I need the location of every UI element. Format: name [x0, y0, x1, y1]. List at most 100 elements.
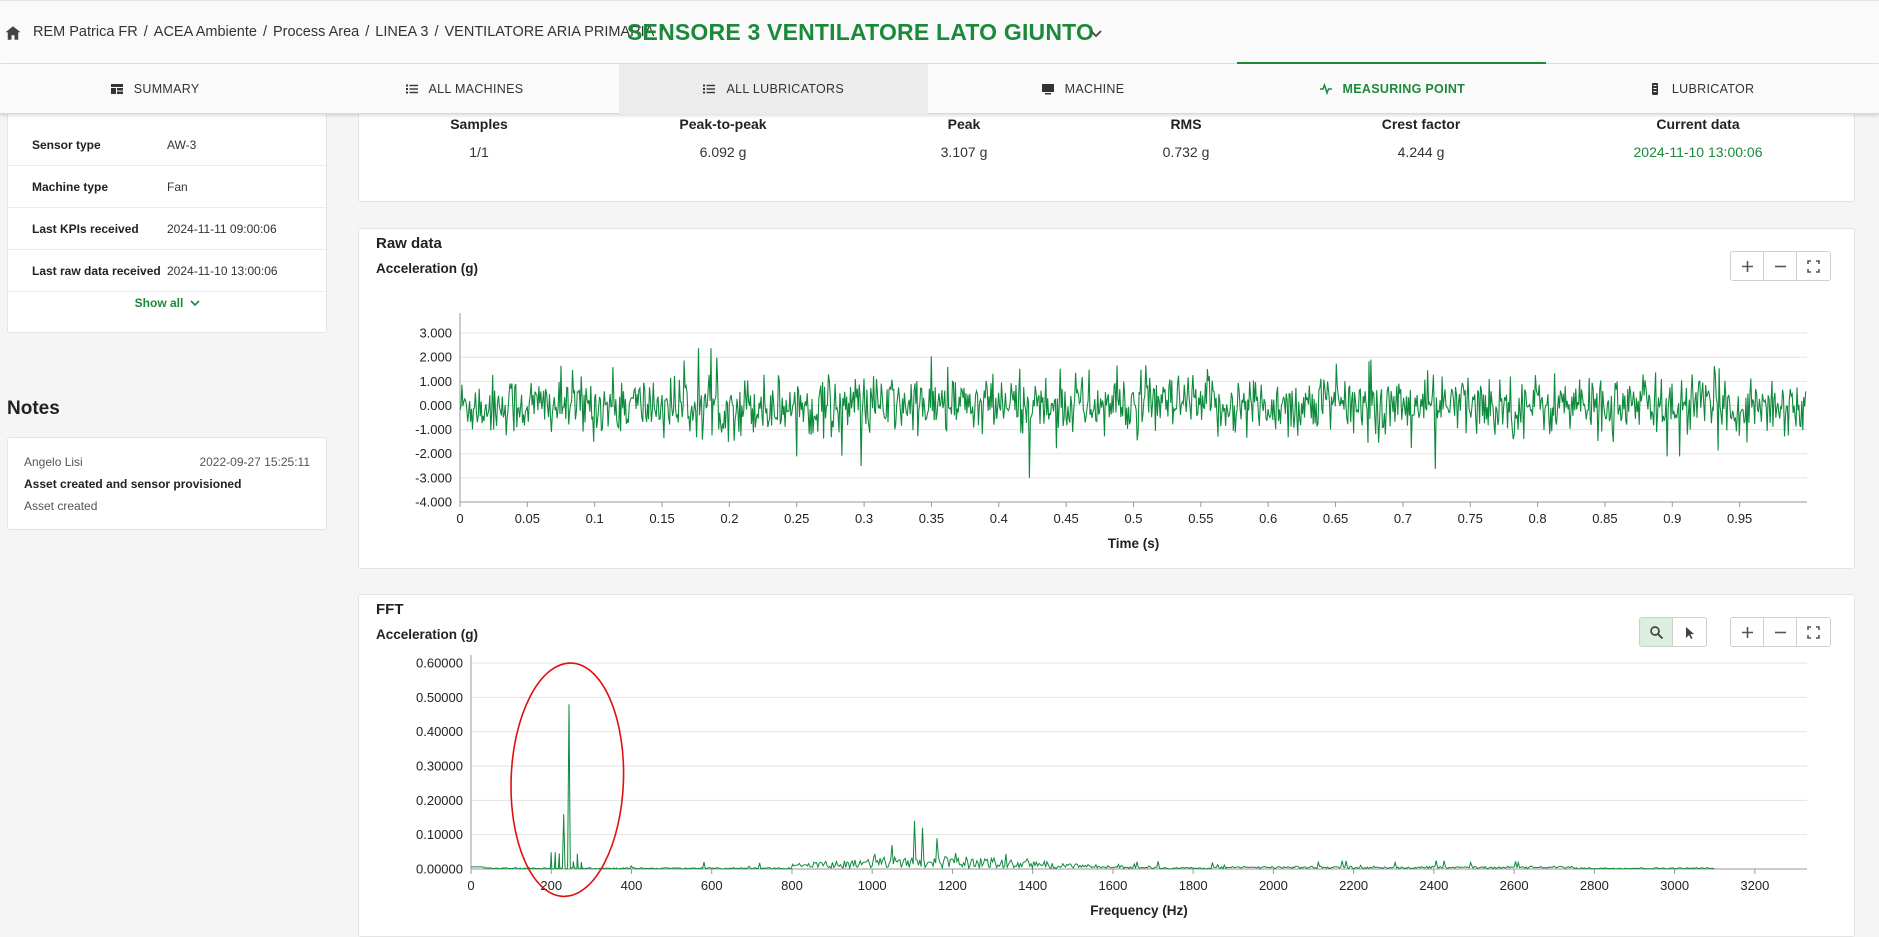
breadcrumb-item[interactable]: LINEA 3 [375, 24, 429, 40]
x-tick-label: 0.55 [1188, 511, 1213, 526]
x-tick-label: 600 [701, 878, 723, 893]
info-value: Fan [167, 179, 188, 194]
sensor-info-card: Sensor type AW-3 Machine type Fan Last K… [7, 100, 328, 333]
info-row: Last KPIs received 2024-11-11 09:00:06 [8, 208, 328, 250]
x-tick-label: 0.4 [990, 511, 1008, 526]
tab-all-machines[interactable]: ALL MACHINES [309, 64, 618, 114]
pointer-button[interactable] [1673, 618, 1706, 646]
x-tick-label: 0 [467, 878, 474, 893]
fullscreen-icon [1807, 259, 1820, 273]
header-bar: REM Patrica FR / ACEA Ambiente / Process… [0, 0, 1879, 64]
breadcrumb: REM Patrica FR / ACEA Ambiente / Process… [33, 24, 664, 40]
breadcrumb-item[interactable]: ACEA Ambiente [153, 24, 257, 40]
x-tick-label: 3200 [1740, 878, 1769, 893]
minus-icon [1774, 631, 1786, 633]
x-tick-label: 2600 [1500, 878, 1529, 893]
note-author: Angelo Lisi [24, 455, 83, 469]
zoom-in-button[interactable] [1731, 618, 1764, 646]
y-axis-title: Acceleration (g) [376, 627, 479, 642]
zoom-toolbar [1730, 251, 1831, 281]
x-tick-label: 0.1 [586, 511, 604, 526]
chart-title: FFT [376, 601, 404, 618]
note-date: 2022-09-27 15:25:11 [199, 455, 310, 469]
current-data-link[interactable]: 2024-11-10 13:00:06 [1633, 144, 1763, 160]
home-icon[interactable] [4, 24, 22, 42]
x-tick-label: 0.75 [1458, 511, 1483, 526]
y-tick-label: -1.000 [415, 422, 452, 437]
tab-label: MEASURING POINT [1342, 82, 1466, 96]
zoom-in-button[interactable] [1731, 252, 1764, 280]
x-tick-label: 0.65 [1323, 511, 1348, 526]
zoom-toolbar [1730, 617, 1831, 647]
x-tick-label: 1200 [938, 878, 967, 893]
chart-title: Raw data [376, 235, 442, 252]
x-axis-title: Frequency (Hz) [1090, 903, 1188, 918]
tab-label: SUMMARY [133, 82, 200, 96]
tab-lubricator[interactable]: LUBRICATOR [1546, 64, 1855, 114]
x-axis-title: Time (s) [1108, 536, 1160, 551]
breadcrumb-separator: / [660, 24, 665, 40]
breadcrumb-item[interactable]: VENTILATORE ARIA PRIMARIA [444, 24, 655, 40]
tab-label: ALL LUBRICATORS [726, 82, 844, 96]
show-all-label: Show all [134, 296, 184, 310]
y-tick-label: -4.000 [415, 495, 452, 510]
y-tick-label: 0.000 [419, 398, 452, 413]
zoom-out-button[interactable] [1764, 252, 1797, 280]
x-tick-label: 0.05 [515, 511, 540, 526]
tab-measuring-point[interactable]: MEASURING POINT [1237, 62, 1547, 114]
x-tick-label: 1600 [1098, 878, 1127, 893]
fft-chart[interactable]: 0.60000 0.50000 0.40000 0.30000 0.20000 0.100… [359, 595, 1856, 937]
x-tick-label: 200 [540, 878, 562, 893]
plus-icon [1741, 626, 1753, 638]
y-axis-title: Acceleration (g) [376, 261, 479, 276]
breadcrumb-item[interactable]: REM Patrica FR [33, 24, 138, 40]
x-tick-label: 0.7 [1394, 511, 1412, 526]
info-row: Last raw data received 2024-11-10 13:00:… [8, 250, 328, 292]
zoom-out-button[interactable] [1764, 618, 1797, 646]
kpi-header: Crest factor [1381, 116, 1461, 132]
pulse-icon [1319, 82, 1332, 96]
raw-data-chart[interactable]: 3.000 2.000 1.000 0.000 -1.000 -2.000 -3.000 -4… [359, 229, 1856, 570]
kpi-header: RMS [1170, 116, 1202, 132]
y-tick-label: 1.000 [419, 374, 452, 389]
kpi-header: Peak-to-peak [679, 116, 767, 132]
chevron-down-icon[interactable] [1088, 25, 1104, 41]
tab-machine[interactable]: MACHINE [928, 64, 1237, 114]
dashboard-icon [110, 84, 123, 94]
info-key: Machine type [32, 179, 109, 194]
note-item: Angelo Lisi 2022-09-27 15:25:11 Asset cr… [7, 437, 327, 530]
tab-bar: SUMMARY ALL MACHINES ALL LUBRICATORS MAC… [0, 62, 1879, 114]
fullscreen-button[interactable] [1797, 252, 1830, 280]
tab-label: ALL MACHINES [428, 82, 524, 96]
x-tick-label: 0.5 [1124, 511, 1142, 526]
show-all-button[interactable]: Show all [8, 296, 328, 310]
info-key: Sensor type [32, 137, 101, 152]
kpi-header: Peak [947, 116, 981, 132]
kpi-peak: Peak 3.107 g [864, 116, 1064, 160]
breadcrumb-item[interactable]: Process Area [272, 24, 360, 40]
kpi-value: 4.244 g [1397, 144, 1445, 160]
x-tick-label: 0.8 [1529, 511, 1547, 526]
tab-summary[interactable]: SUMMARY [0, 64, 309, 114]
info-value: 2024-11-11 09:00:06 [167, 221, 277, 236]
top-divider [0, 0, 1879, 3]
fullscreen-button[interactable] [1797, 618, 1830, 646]
kpi-rms: RMS 0.732 g [1086, 116, 1286, 160]
y-tick-label: 2.000 [419, 350, 452, 365]
y-tick-label: 3.000 [419, 326, 452, 341]
kpi-value: 6.092 g [699, 144, 747, 160]
info-value: AW-3 [167, 137, 197, 152]
zoom-select-button[interactable] [1640, 618, 1673, 646]
tab-all-lubricators[interactable]: ALL LUBRICATORS [618, 64, 928, 114]
fft-spectrum-line [471, 704, 1715, 871]
kpi-samples: Samples 1/1 [379, 116, 579, 160]
x-tick-label: 0.15 [649, 511, 674, 526]
plus-icon [1741, 260, 1753, 272]
x-tick-label: 0.2 [720, 511, 738, 526]
y-tick-label: 0.30000 [416, 759, 463, 774]
x-tick-label: 0.3 [855, 511, 873, 526]
y-tick-label: -3.000 [415, 470, 452, 485]
x-tick-label: 3000 [1660, 878, 1689, 893]
list-icon [703, 84, 716, 94]
y-tick-label: 0.10000 [416, 827, 463, 842]
